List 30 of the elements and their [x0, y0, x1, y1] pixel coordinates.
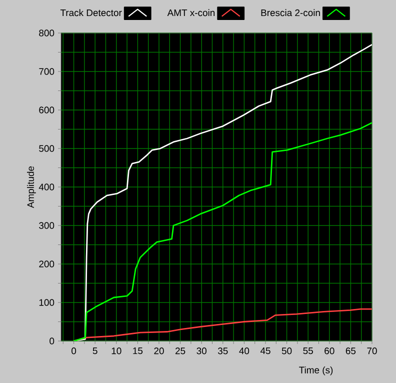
x-tick-label: 50 — [282, 348, 292, 354]
y-tick-label: 200 — [39, 260, 54, 268]
y-tick-label: 800 — [39, 30, 54, 36]
y-axis-title: Amplitude — [27, 166, 36, 208]
y-tick-label: 100 — [39, 299, 54, 306]
x-tick-label: 20 — [154, 348, 164, 354]
x-tick-label: 25 — [175, 348, 186, 354]
x-tick-label: 30 — [196, 348, 206, 354]
y-tick-label: 0 — [50, 338, 54, 344]
y-tick-label: 700 — [39, 68, 54, 75]
y-tick-label: 400 — [38, 184, 54, 190]
x-axis-title: Time (s) — [299, 366, 333, 376]
x-tick-label: 15 — [133, 348, 143, 354]
x-tick-label: 40 — [239, 348, 250, 354]
x-tick-label: 45 — [260, 348, 270, 354]
line-series — [73, 122, 372, 341]
x-tick-label: 65 — [346, 348, 356, 354]
y-tick-label: 500 — [39, 145, 54, 152]
y-tick-label: 300 — [39, 222, 54, 229]
x-tick-label: 35 — [218, 348, 228, 354]
x-tick-label: 0 — [72, 348, 76, 354]
x-tick-label: 5 — [92, 348, 98, 354]
x-tick-label: 55 — [303, 348, 313, 354]
legend-label: Brescia 2-coin — [261, 9, 320, 16]
x-tick-label: 70 — [367, 348, 377, 354]
legend-label: Track Detector — [60, 9, 122, 16]
legend-label: AMT x-coin — [167, 9, 215, 16]
x-tick-label: 10 — [112, 348, 122, 354]
x-tick-label: 60 — [324, 348, 334, 354]
y-tick-label: 600 — [39, 106, 54, 114]
